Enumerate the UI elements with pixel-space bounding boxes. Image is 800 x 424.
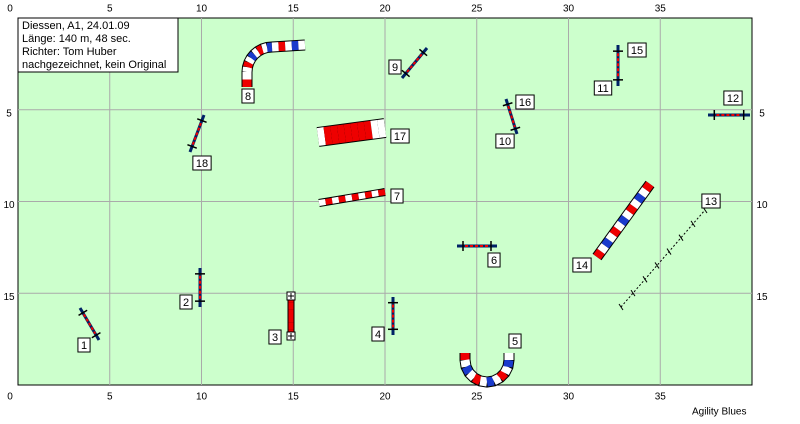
- tunnel-segment: [609, 235, 613, 241]
- tunnel-segment: [642, 190, 646, 196]
- tunnel-segment: [494, 378, 500, 381]
- y-tick-label: 15: [756, 292, 768, 303]
- tunnel-segment: [465, 360, 466, 367]
- tunnel-segment: [325, 135, 332, 136]
- tunnel-segment: [466, 367, 469, 373]
- obstacle-number: 5: [512, 336, 518, 348]
- tunnel-segment: [332, 200, 339, 201]
- tunnel-segment: [352, 132, 359, 133]
- x-tick-label: 5: [107, 4, 113, 15]
- obstacle-number: 9: [392, 62, 398, 74]
- x-tick-label: 25: [471, 392, 483, 403]
- obstacle-number: 3: [272, 332, 278, 344]
- tunnel-segment: [469, 373, 474, 378]
- tunnel-segment: [345, 198, 352, 199]
- x-tick-label: 15: [288, 4, 300, 15]
- tunnel-segment: [372, 129, 379, 130]
- x-tick-label: 0: [7, 392, 13, 403]
- y-tick-label: 10: [756, 200, 768, 211]
- tunnel-segment: [597, 251, 601, 257]
- info-line: Richter: Tom Huber: [22, 46, 117, 58]
- obstacle-number: 13: [705, 196, 717, 208]
- tunnel-segment: [617, 223, 621, 229]
- tunnel-segment: [487, 381, 494, 382]
- obstacle-number: 12: [727, 93, 739, 105]
- obstacle-number: 7: [394, 191, 400, 203]
- tunnel-segment: [365, 130, 372, 131]
- tunnel-segment: [613, 229, 617, 235]
- y-tick-label: 15: [3, 292, 15, 303]
- tunnel-segment: [262, 47, 267, 48]
- obstacle-number: 8: [245, 91, 251, 103]
- tunnel-segment: [326, 201, 333, 202]
- tunnel-segment: [249, 58, 251, 62]
- tunnel-segment: [359, 195, 366, 196]
- obstacle-number: 6: [491, 255, 497, 267]
- x-tick-label: 25: [471, 4, 483, 15]
- x-tick-label: 10: [196, 392, 208, 403]
- obstacle-number: 2: [183, 297, 189, 309]
- obstacle-number: 10: [499, 136, 511, 148]
- y-tick-label: 5: [759, 108, 765, 119]
- tunnel-segment: [601, 246, 605, 252]
- tunnel-segment: [480, 381, 487, 382]
- obstacle-number: 18: [196, 158, 208, 170]
- tunnel-segment: [605, 240, 609, 246]
- tunnel-segment: [365, 194, 372, 195]
- info-line: Diessen, A1, 24.01.09: [22, 20, 130, 32]
- obstacle-number: 15: [631, 45, 643, 57]
- tunnel-segment: [339, 199, 346, 200]
- obstacle-number: 4: [375, 329, 381, 341]
- tunnel-segment: [646, 184, 650, 190]
- x-tick-label: 35: [655, 4, 667, 15]
- tunnel-segment: [378, 192, 385, 193]
- tunnel-segment: [251, 54, 254, 58]
- tunnel-segment: [474, 378, 480, 381]
- tunnel-segment: [338, 133, 345, 134]
- tunnel-segment: [358, 131, 365, 132]
- x-tick-label: 30: [563, 392, 575, 403]
- tunnel-segment: [500, 373, 505, 378]
- tunnel-segment: [319, 202, 326, 203]
- obstacle-number: 17: [394, 131, 406, 143]
- tunnel-segment: [634, 201, 638, 207]
- tunnel-segment: [372, 193, 379, 194]
- tunnel-segment: [505, 367, 508, 373]
- tunnel-segment: [378, 128, 385, 129]
- tunnel-segment: [621, 218, 625, 224]
- tunnel-segment: [258, 49, 262, 51]
- obstacle-number: 1: [81, 340, 87, 352]
- x-tick-label: 20: [379, 392, 391, 403]
- tunnel-segment: [626, 212, 630, 218]
- x-tick-label: 30: [563, 4, 575, 15]
- footer: Agility Blues: [692, 407, 746, 418]
- y-tick-label: 5: [6, 108, 12, 119]
- tunnel-segment: [254, 51, 258, 54]
- x-tick-label: 10: [196, 4, 208, 15]
- tunnel-segment: [638, 195, 642, 201]
- tunnel-segment: [352, 196, 359, 197]
- x-tick-label: 0: [7, 4, 13, 15]
- info-line: nachgezeichnet, kein Original: [22, 59, 166, 71]
- obstacle-number: 11: [597, 83, 608, 95]
- x-tick-label: 35: [655, 392, 667, 403]
- y-tick-label: 10: [3, 200, 15, 211]
- tunnel-segment: [630, 206, 634, 212]
- tunnel-segment: [345, 133, 352, 134]
- obstacle-number: 14: [576, 260, 588, 272]
- tunnel-segment: [331, 134, 338, 135]
- x-tick-label: 5: [107, 392, 113, 403]
- tunnel-segment: [247, 62, 248, 67]
- tunnel-segment: [508, 360, 509, 367]
- tunnel-segment: [318, 136, 325, 137]
- x-tick-label: 20: [379, 4, 391, 15]
- info-line: Länge: 140 m, 48 sec.: [22, 33, 131, 45]
- x-tick-label: 15: [288, 392, 300, 403]
- obstacle-number: 16: [519, 97, 531, 109]
